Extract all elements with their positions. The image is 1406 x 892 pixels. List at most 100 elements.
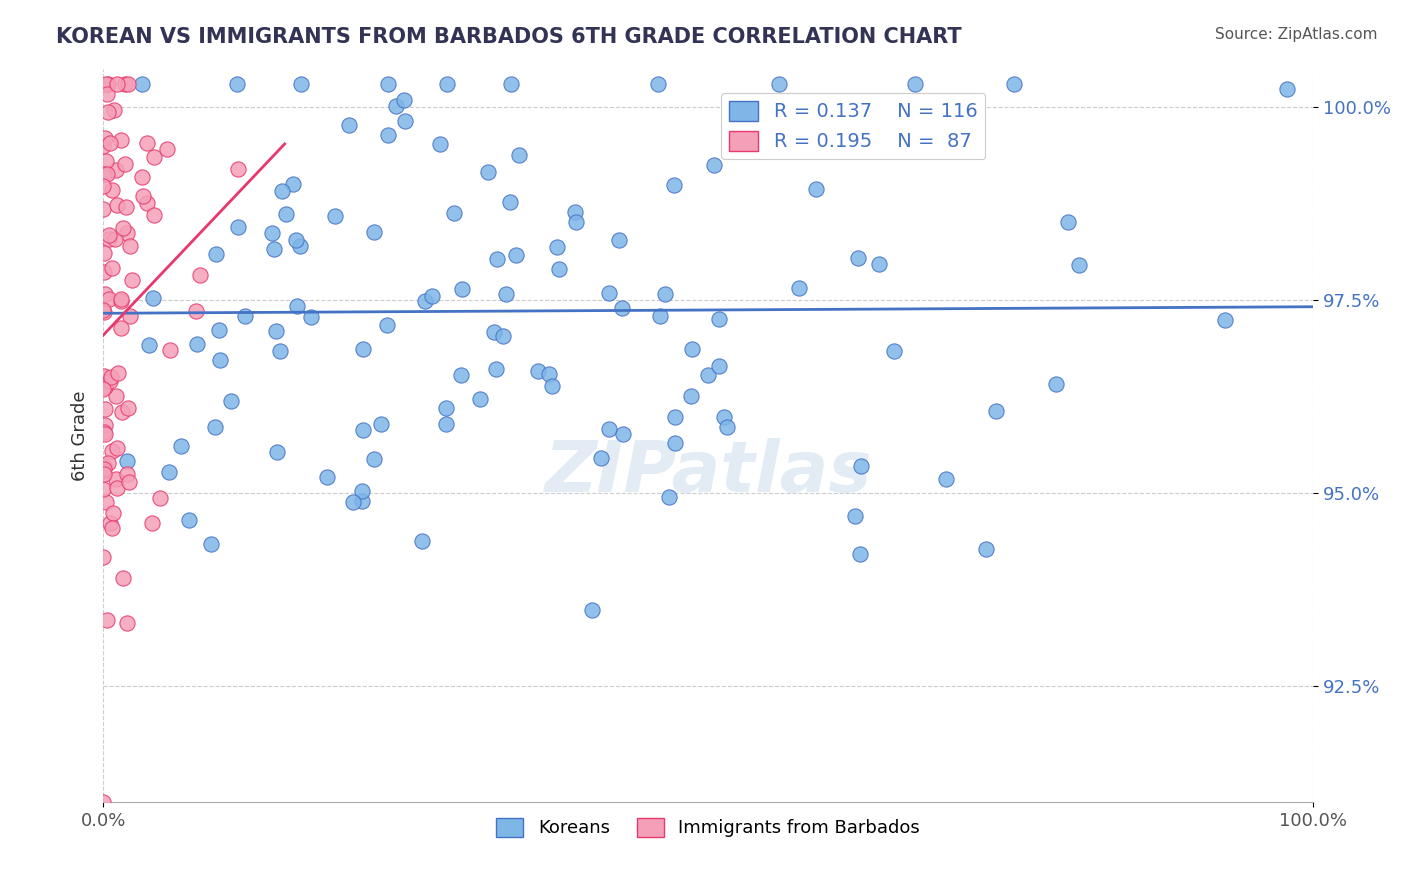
Point	[93, 467, 115, 481]
Point	[846, 252, 869, 266]
Point	[377, 77, 399, 91]
Y-axis label: 6th Grade: 6th Grade	[72, 390, 89, 481]
Point	[1213, 313, 1236, 327]
Point	[434, 401, 457, 416]
Point	[276, 207, 298, 221]
Point	[142, 291, 165, 305]
Point	[269, 343, 291, 358]
Point	[654, 286, 676, 301]
Point	[342, 495, 364, 509]
Point	[94, 287, 117, 301]
Point	[477, 164, 499, 178]
Point	[337, 119, 360, 133]
Point	[262, 226, 284, 240]
Point	[93, 795, 115, 809]
Point	[110, 321, 132, 335]
Point	[131, 77, 153, 91]
Point	[716, 419, 738, 434]
Point	[266, 445, 288, 459]
Point	[350, 483, 373, 498]
Point	[868, 257, 890, 271]
Point	[103, 103, 125, 117]
Point	[104, 232, 127, 246]
Point	[450, 368, 472, 382]
Point	[664, 410, 686, 425]
Point	[538, 367, 561, 381]
Point	[468, 392, 491, 406]
Point	[97, 77, 120, 91]
Point	[315, 470, 337, 484]
Point	[149, 491, 172, 506]
Point	[131, 169, 153, 184]
Point	[94, 153, 117, 168]
Point	[352, 494, 374, 508]
Point	[91, 178, 114, 193]
Point	[392, 93, 415, 107]
Point	[141, 516, 163, 531]
Point	[117, 467, 139, 481]
Point	[707, 359, 730, 374]
Point	[101, 506, 124, 520]
Point	[98, 136, 121, 151]
Point	[159, 343, 181, 357]
Point	[114, 77, 136, 91]
Point	[115, 200, 138, 214]
Point	[499, 195, 522, 210]
Point	[662, 178, 685, 192]
Point	[142, 150, 165, 164]
Point	[290, 77, 312, 91]
Point	[681, 342, 703, 356]
Point	[110, 292, 132, 306]
Point	[844, 509, 866, 524]
Point	[658, 490, 681, 504]
Point	[94, 77, 117, 91]
Point	[787, 281, 810, 295]
Point	[429, 137, 451, 152]
Point	[98, 374, 121, 388]
Point	[420, 289, 443, 303]
Point	[411, 533, 433, 548]
Point	[91, 202, 114, 216]
Point	[136, 196, 159, 211]
Point	[208, 323, 231, 337]
Point	[696, 368, 718, 383]
Point	[1057, 215, 1080, 229]
Point	[107, 367, 129, 381]
Point	[156, 142, 179, 156]
Point	[363, 452, 385, 467]
Point	[768, 77, 790, 91]
Point	[105, 441, 128, 455]
Point	[91, 549, 114, 564]
Point	[93, 245, 115, 260]
Point	[703, 158, 725, 172]
Point	[115, 226, 138, 240]
Point	[612, 427, 634, 442]
Point	[96, 167, 118, 181]
Point	[713, 410, 735, 425]
Point	[98, 516, 121, 531]
Point	[98, 292, 121, 306]
Point	[598, 421, 620, 435]
Point	[707, 312, 730, 326]
Point	[1045, 377, 1067, 392]
Point	[904, 77, 927, 91]
Point	[226, 161, 249, 176]
Point	[105, 481, 128, 495]
Point	[138, 338, 160, 352]
Point	[285, 299, 308, 313]
Point	[205, 247, 228, 261]
Point	[111, 405, 134, 419]
Point	[93, 265, 115, 279]
Point	[883, 344, 905, 359]
Point	[485, 361, 508, 376]
Point	[93, 458, 115, 473]
Point	[1002, 77, 1025, 91]
Point	[650, 309, 672, 323]
Point	[804, 182, 827, 196]
Point	[263, 243, 285, 257]
Point	[93, 461, 115, 475]
Legend: Koreans, Immigrants from Barbados: Koreans, Immigrants from Barbados	[489, 811, 928, 845]
Point	[91, 482, 114, 496]
Point	[132, 189, 155, 203]
Point	[105, 198, 128, 212]
